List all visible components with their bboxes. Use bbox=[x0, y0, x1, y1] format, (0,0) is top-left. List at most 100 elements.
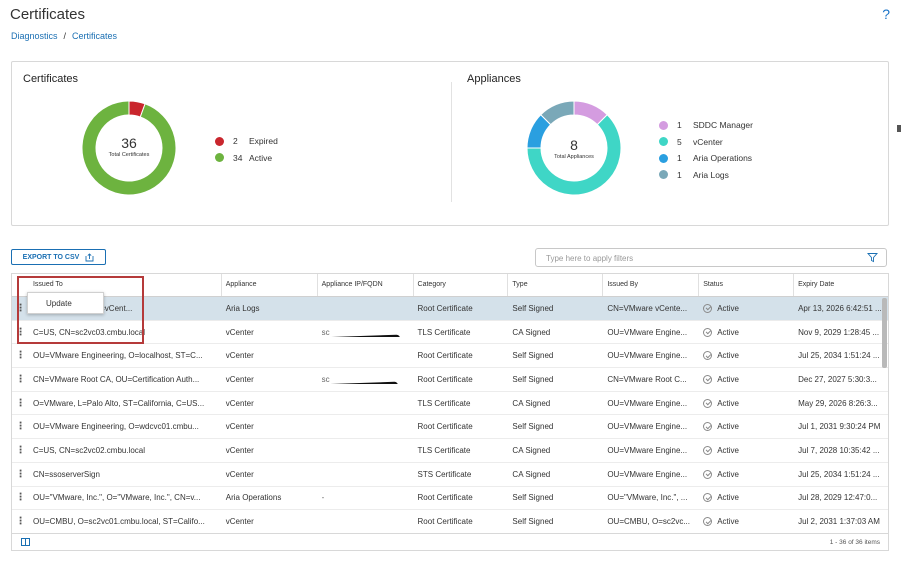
legend-label: vCenter bbox=[693, 136, 723, 147]
cell-status: Active bbox=[699, 351, 794, 361]
table-row[interactable]: ⋮ OU="VMware, Inc.", O="VMware, Inc.", CN… bbox=[12, 487, 888, 511]
table-footer: 1 - 36 of 36 items bbox=[12, 533, 888, 550]
legend-count: 1 bbox=[677, 153, 682, 164]
certificates-total-label: Total Certificates bbox=[108, 152, 150, 158]
column-header-category[interactable]: Category bbox=[414, 274, 509, 296]
cell-issued-to: O=VMware, L=Palo Alto, ST=California, C=… bbox=[32, 398, 205, 408]
cell-type: Self Signed bbox=[512, 303, 554, 313]
breadcrumb-parent-link[interactable]: Diagnostics bbox=[11, 31, 58, 41]
cell-type: CA Signed bbox=[512, 469, 551, 479]
table-row[interactable]: ⋮ CN=VMware Root CA, OU=Certification Aut… bbox=[12, 368, 888, 392]
cell-expiry-date: Apr 13, 2026 6:42:51 ... bbox=[798, 303, 882, 313]
cell-expiry-date: Jul 2, 2031 1:37:03 AM bbox=[798, 517, 880, 527]
cell-category: STS Certificate bbox=[417, 469, 472, 479]
cell-appliance: vCenter bbox=[225, 517, 254, 527]
status-text: Active bbox=[717, 374, 739, 384]
table-row[interactable]: ⋮ C=US, CN=sc2vc02.cmbu.local vCenter TLS C… bbox=[12, 439, 888, 463]
kebab-icon[interactable]: ⋮ bbox=[15, 397, 26, 409]
cell-type: CA Signed bbox=[512, 398, 551, 408]
appliances-donut-chart bbox=[526, 100, 622, 196]
kebab-icon[interactable]: ⋮ bbox=[15, 468, 26, 480]
column-header-issued-by[interactable]: Issued By bbox=[603, 274, 700, 296]
certificates-slice-active[interactable] bbox=[81, 100, 177, 196]
cell-type: Self Signed bbox=[512, 374, 554, 384]
cell-expiry-date: Dec 27, 2027 5:30:3... bbox=[798, 374, 877, 384]
kebab-icon[interactable]: ⋮ bbox=[15, 444, 26, 456]
legend-count: 5 bbox=[677, 136, 682, 147]
redaction-mark bbox=[319, 381, 398, 384]
export-csv-button[interactable]: EXPORT TO CSV bbox=[11, 249, 106, 265]
cell-issued-by: CN=VMware vCente... bbox=[607, 303, 688, 313]
column-header-status[interactable]: Status bbox=[699, 274, 795, 296]
side-panel-handle[interactable] bbox=[897, 125, 901, 132]
cell-appliance-ip: - bbox=[318, 493, 414, 502]
filter-icon[interactable] bbox=[867, 252, 878, 263]
table-row[interactable]: ⋮ OU=VMware Engineering, O=wdcvc01.cmbu..… bbox=[12, 415, 888, 440]
cell-category: Root Certificate bbox=[417, 303, 473, 313]
column-header-appliance-ip[interactable]: Appliance IP/FQDN bbox=[318, 274, 414, 296]
cell-appliance: vCenter bbox=[225, 422, 254, 432]
table-row[interactable]: ⋮ OU=CMBU, O=sc2vc01.cmbu.local, ST=Calif… bbox=[12, 510, 888, 534]
summary-card: Certificates 36 Total Certificates 2 Exp… bbox=[11, 61, 889, 226]
appliances-slice-vcenter[interactable] bbox=[526, 114, 622, 196]
column-header-type[interactable]: Type bbox=[508, 274, 604, 296]
kebab-icon[interactable]: ⋮ bbox=[15, 373, 26, 385]
kebab-icon[interactable]: ⋮ bbox=[15, 492, 26, 504]
column-header-issued-to[interactable]: Issued To bbox=[29, 274, 222, 296]
legend-item-aria-logs: 1 Aria Logs bbox=[659, 167, 753, 184]
table-scrollbar[interactable] bbox=[882, 298, 887, 368]
check-circle-icon bbox=[703, 469, 713, 479]
status-text: Active bbox=[717, 445, 739, 455]
table-row[interactable]: ⋮ CN=ssoserverSign vCenter STS Certificate C… bbox=[12, 463, 888, 487]
filter-input[interactable]: Type here to apply filters bbox=[535, 248, 887, 267]
cell-issued-by: CN=VMware Root C... bbox=[607, 374, 687, 384]
check-circle-icon bbox=[703, 445, 713, 455]
breadcrumb-current[interactable]: Certificates bbox=[72, 31, 118, 41]
redaction-mark bbox=[319, 334, 400, 337]
certificates-section-title: Certificates bbox=[23, 73, 79, 85]
status-text: Active bbox=[717, 303, 739, 313]
column-toggle-icon[interactable] bbox=[21, 538, 30, 546]
ip-text: sc bbox=[321, 327, 330, 337]
cell-issued-to: OU=CMBU, O=sc2vc01.cmbu.local, ST=Califo… bbox=[32, 517, 205, 527]
cell-issued-by: OU=VMware Engine... bbox=[607, 422, 688, 432]
column-header-appliance[interactable]: Appliance bbox=[222, 274, 318, 296]
cell-category: Root Certificate bbox=[417, 374, 473, 384]
kebab-icon[interactable]: ⋮ bbox=[15, 421, 26, 433]
filter-placeholder: Type here to apply filters bbox=[546, 254, 634, 263]
cell-appliance: Aria Operations bbox=[225, 493, 282, 503]
table-row[interactable]: ⋮ OU=VMware Engineering, O=localhost, ST=… bbox=[12, 344, 888, 369]
status-text: Active bbox=[717, 398, 739, 408]
cell-expiry-date: Jul 25, 2034 1:51:24 ... bbox=[798, 469, 880, 479]
table-row[interactable]: ⋮ O=VMware, L=Palo Alto, ST=California, C… bbox=[12, 392, 888, 416]
kebab-icon[interactable]: ⋮ bbox=[15, 350, 26, 362]
certificates-total: 36 bbox=[121, 135, 137, 151]
legend-label: Aria Logs bbox=[693, 169, 729, 180]
cell-appliance-ip: sc bbox=[318, 328, 414, 337]
legend-item-vcenter: 5 vCenter bbox=[659, 134, 753, 151]
help-icon[interactable]: ? bbox=[882, 6, 890, 22]
table-row[interactable]: ⋮ter Log Insight, OU=vCent...Aria LogsRo… bbox=[12, 297, 888, 321]
certificates-donut-center: 36 Total Certificates bbox=[89, 135, 169, 158]
appliances-slice-aria-logs[interactable] bbox=[540, 100, 575, 126]
cell-category: TLS Certificate bbox=[417, 327, 471, 337]
cell-issued-to: CN=VMware Root CA, OU=Certification Auth… bbox=[32, 374, 200, 384]
cell-category: Root Certificate bbox=[417, 422, 473, 432]
cell-expiry-date: Jul 7, 2028 10:35:42 ... bbox=[798, 445, 880, 455]
cell-type: Self Signed bbox=[512, 517, 554, 527]
legend-item-aria-operations: 1 Aria Operations bbox=[659, 150, 753, 167]
card-divider bbox=[451, 82, 452, 202]
cell-type: Self Signed bbox=[512, 422, 554, 432]
check-circle-icon bbox=[703, 493, 713, 503]
column-header-expiry-date[interactable]: Expiry Date bbox=[798, 281, 835, 288]
appliances-total: 8 bbox=[570, 137, 578, 153]
status-text: Active bbox=[717, 327, 739, 337]
cell-status: Active bbox=[699, 398, 794, 408]
table-row[interactable]: ⋮ C=US, CN=sc2vc03.cmbu.local vCenter sc TLS… bbox=[12, 321, 888, 345]
kebab-icon[interactable]: ⋮ bbox=[15, 516, 26, 528]
export-icon bbox=[85, 252, 94, 261]
check-circle-icon bbox=[703, 517, 713, 527]
update-menu-item[interactable]: Update bbox=[46, 299, 72, 308]
legend-dot-active bbox=[215, 153, 224, 163]
check-circle-icon bbox=[703, 422, 713, 432]
